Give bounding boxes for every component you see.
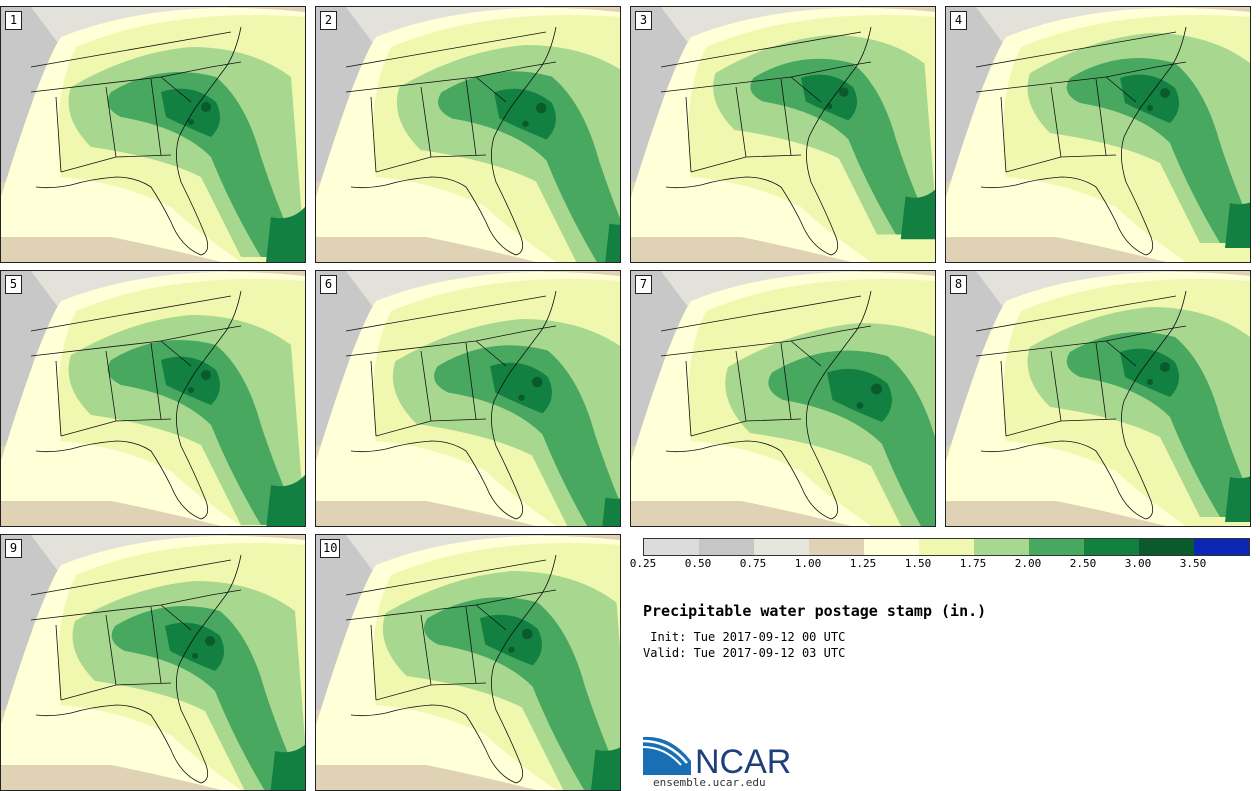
colorbar-tick-label: 2.50 <box>1069 557 1097 570</box>
colorbar-tick-label: 2.00 <box>1014 557 1042 570</box>
site-url: ensemble.ucar.edu <box>653 776 766 789</box>
colorbar-tick-label: 0.75 <box>739 557 767 570</box>
precipitable-water-map <box>631 7 935 262</box>
ensemble-member-panel: 9 <box>0 534 306 791</box>
member-number-label: 5 <box>5 275 22 294</box>
colorbar <box>643 538 1250 556</box>
colorbar-swatch <box>864 539 919 555</box>
colorbar-swatch <box>1194 539 1249 555</box>
colorbar-swatch <box>1139 539 1194 555</box>
colorbar-tick-label: 1.25 <box>849 557 877 570</box>
member-number-label: 6 <box>320 275 337 294</box>
precipitable-water-map <box>316 7 620 262</box>
ensemble-member-panel: 6 <box>315 270 621 527</box>
ncar-logo-text: NCAR <box>695 743 791 777</box>
precipitable-water-map <box>1 271 305 526</box>
colorbar-swatch <box>809 539 864 555</box>
member-number-label: 8 <box>950 275 967 294</box>
precipitable-water-map <box>1 7 305 262</box>
member-number-label: 9 <box>5 539 22 558</box>
member-number-label: 10 <box>320 539 341 558</box>
ensemble-member-panel: 7 <box>630 270 936 527</box>
colorbar-tick-label: 1.75 <box>959 557 987 570</box>
valid-time: Valid: Tue 2017-09-12 03 UTC <box>643 646 846 660</box>
colorbar-swatch <box>699 539 754 555</box>
colorbar-tick-label: 0.25 <box>629 557 657 570</box>
init-time: Init: Tue 2017-09-12 00 UTC <box>643 630 846 644</box>
member-number-label: 3 <box>635 11 652 30</box>
colorbar-swatch <box>974 539 1029 555</box>
ensemble-member-panel: 5 <box>0 270 306 527</box>
member-number-label: 1 <box>5 11 22 30</box>
precipitable-water-map <box>631 271 935 526</box>
ensemble-member-panel: 3 <box>630 6 936 263</box>
ensemble-member-panel: 2 <box>315 6 621 263</box>
precipitable-water-map <box>316 271 620 526</box>
member-number-label: 7 <box>635 275 652 294</box>
colorbar-swatch <box>644 539 699 555</box>
ensemble-member-panel: 10 <box>315 534 621 791</box>
precipitable-water-map <box>1 535 305 790</box>
member-number-label: 4 <box>950 11 967 30</box>
colorbar-tick-label: 1.50 <box>904 557 932 570</box>
colorbar-swatch <box>1084 539 1139 555</box>
precipitable-water-map <box>316 535 620 790</box>
colorbar-labels: 0.25 0.50 0.75 1.00 1.25 1.50 1.75 2.00 2.50 3.00… <box>630 557 1260 571</box>
colorbar-swatch <box>754 539 809 555</box>
colorbar-swatch <box>1029 539 1084 555</box>
colorbar-swatch <box>919 539 974 555</box>
precipitable-water-map <box>946 271 1250 526</box>
colorbar-tick-label: 0.50 <box>684 557 712 570</box>
ensemble-member-panel: 4 <box>945 6 1251 263</box>
ensemble-member-panel: 8 <box>945 270 1251 527</box>
precipitable-water-map <box>946 7 1250 262</box>
ncar-logo: NCAR <box>643 736 791 777</box>
colorbar-tick-label: 3.00 <box>1124 557 1152 570</box>
ensemble-member-panel: 1 <box>0 6 306 263</box>
colorbar-tick-label: 1.00 <box>794 557 822 570</box>
chart-title: Precipitable water postage stamp (in.) <box>643 602 987 620</box>
colorbar-tick-label: 3.50 <box>1179 557 1207 570</box>
member-number-label: 2 <box>320 11 337 30</box>
